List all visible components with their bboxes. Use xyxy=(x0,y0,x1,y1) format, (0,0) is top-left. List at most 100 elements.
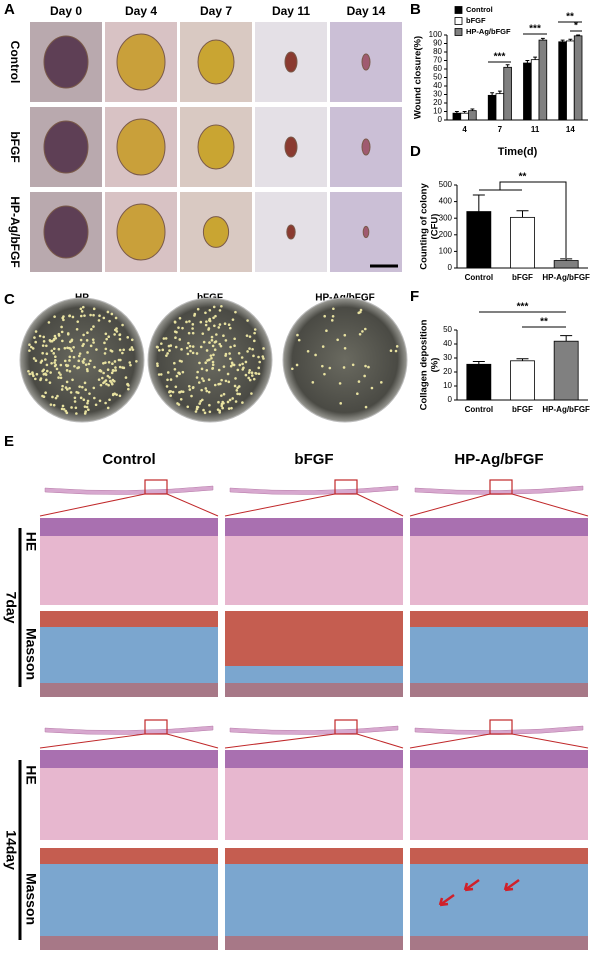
colony xyxy=(104,347,108,351)
colony xyxy=(54,336,58,340)
colony xyxy=(244,373,248,377)
colony xyxy=(92,386,96,390)
zoom-box xyxy=(334,479,358,495)
column-label: Day 14 xyxy=(347,4,386,18)
colony xyxy=(82,361,85,364)
colony xyxy=(363,327,367,331)
colony xyxy=(246,319,249,322)
significance-label: ** xyxy=(566,12,574,23)
zoom-box xyxy=(489,719,513,735)
colony xyxy=(202,340,206,344)
colony xyxy=(257,355,260,359)
zoom-line xyxy=(224,493,336,517)
colony xyxy=(297,338,301,342)
colony xyxy=(54,396,58,400)
y-tick-label: 200 xyxy=(439,230,453,239)
colony xyxy=(233,384,237,388)
y-tick-label: 80 xyxy=(433,47,442,56)
colony xyxy=(181,326,184,330)
colony xyxy=(86,401,89,405)
colony xyxy=(71,378,74,382)
colony xyxy=(191,323,195,326)
zoom-line xyxy=(39,733,146,749)
colony xyxy=(95,348,98,351)
colony xyxy=(107,335,111,339)
colony xyxy=(82,398,86,401)
colony xyxy=(75,412,78,415)
colony xyxy=(250,371,254,375)
colony xyxy=(51,395,54,399)
arrow xyxy=(438,893,455,907)
colony xyxy=(118,337,122,341)
y-tick-label: 100 xyxy=(439,247,453,256)
significance-label: ** xyxy=(540,317,548,328)
colony xyxy=(253,339,256,343)
colony xyxy=(32,357,36,360)
colony xyxy=(74,406,78,410)
colony xyxy=(195,407,199,411)
y-tick-label: 60 xyxy=(433,64,442,73)
colony xyxy=(330,319,334,322)
y-tick-label: 100 xyxy=(429,30,443,39)
column-label: bFGF xyxy=(294,451,333,468)
colony xyxy=(251,347,254,351)
colony xyxy=(105,382,108,386)
colony xyxy=(28,343,31,347)
colony xyxy=(66,332,70,335)
significance-label: *** xyxy=(517,302,529,313)
colony xyxy=(357,380,361,383)
error-bar xyxy=(560,258,573,261)
colony xyxy=(73,400,77,403)
colony xyxy=(165,354,168,357)
masson-section xyxy=(40,848,218,950)
colony xyxy=(255,372,258,375)
colony xyxy=(247,376,251,380)
colony xyxy=(59,376,63,380)
colony xyxy=(338,382,342,385)
colony xyxy=(79,396,83,400)
colony xyxy=(45,378,48,382)
colony xyxy=(34,377,37,381)
colony xyxy=(42,335,46,339)
colony xyxy=(219,344,223,348)
colony xyxy=(87,362,91,366)
colony xyxy=(88,392,91,395)
bar xyxy=(510,216,535,269)
colony xyxy=(90,327,93,331)
colony xyxy=(233,337,236,341)
arrow xyxy=(463,878,480,892)
colony xyxy=(108,398,111,402)
colony xyxy=(114,369,118,372)
colony xyxy=(84,388,87,391)
colony xyxy=(241,362,244,366)
colony xyxy=(234,310,237,314)
colony xyxy=(155,345,159,349)
colony xyxy=(78,352,82,355)
colony xyxy=(178,390,182,394)
row-label: bFGF xyxy=(8,131,22,162)
colony xyxy=(195,376,199,379)
bar xyxy=(466,211,492,269)
significance-label: *** xyxy=(494,52,506,63)
colony xyxy=(389,349,393,353)
masson-red xyxy=(40,848,218,864)
colony xyxy=(53,364,57,368)
colony xyxy=(34,359,38,362)
masson-red xyxy=(410,611,588,627)
colony xyxy=(177,371,180,375)
colony xyxy=(59,363,63,367)
colony xyxy=(167,344,171,348)
colony xyxy=(224,339,228,342)
colony xyxy=(166,371,170,374)
colony xyxy=(44,373,48,376)
colony xyxy=(314,353,317,357)
y-tick-label: 30 xyxy=(433,90,442,99)
colony xyxy=(98,368,102,372)
error-bar xyxy=(560,39,565,42)
colony xyxy=(93,365,96,369)
colony xyxy=(68,359,71,362)
colony xyxy=(218,309,222,312)
wound xyxy=(361,138,371,156)
colony xyxy=(218,411,221,414)
colony xyxy=(52,352,56,355)
